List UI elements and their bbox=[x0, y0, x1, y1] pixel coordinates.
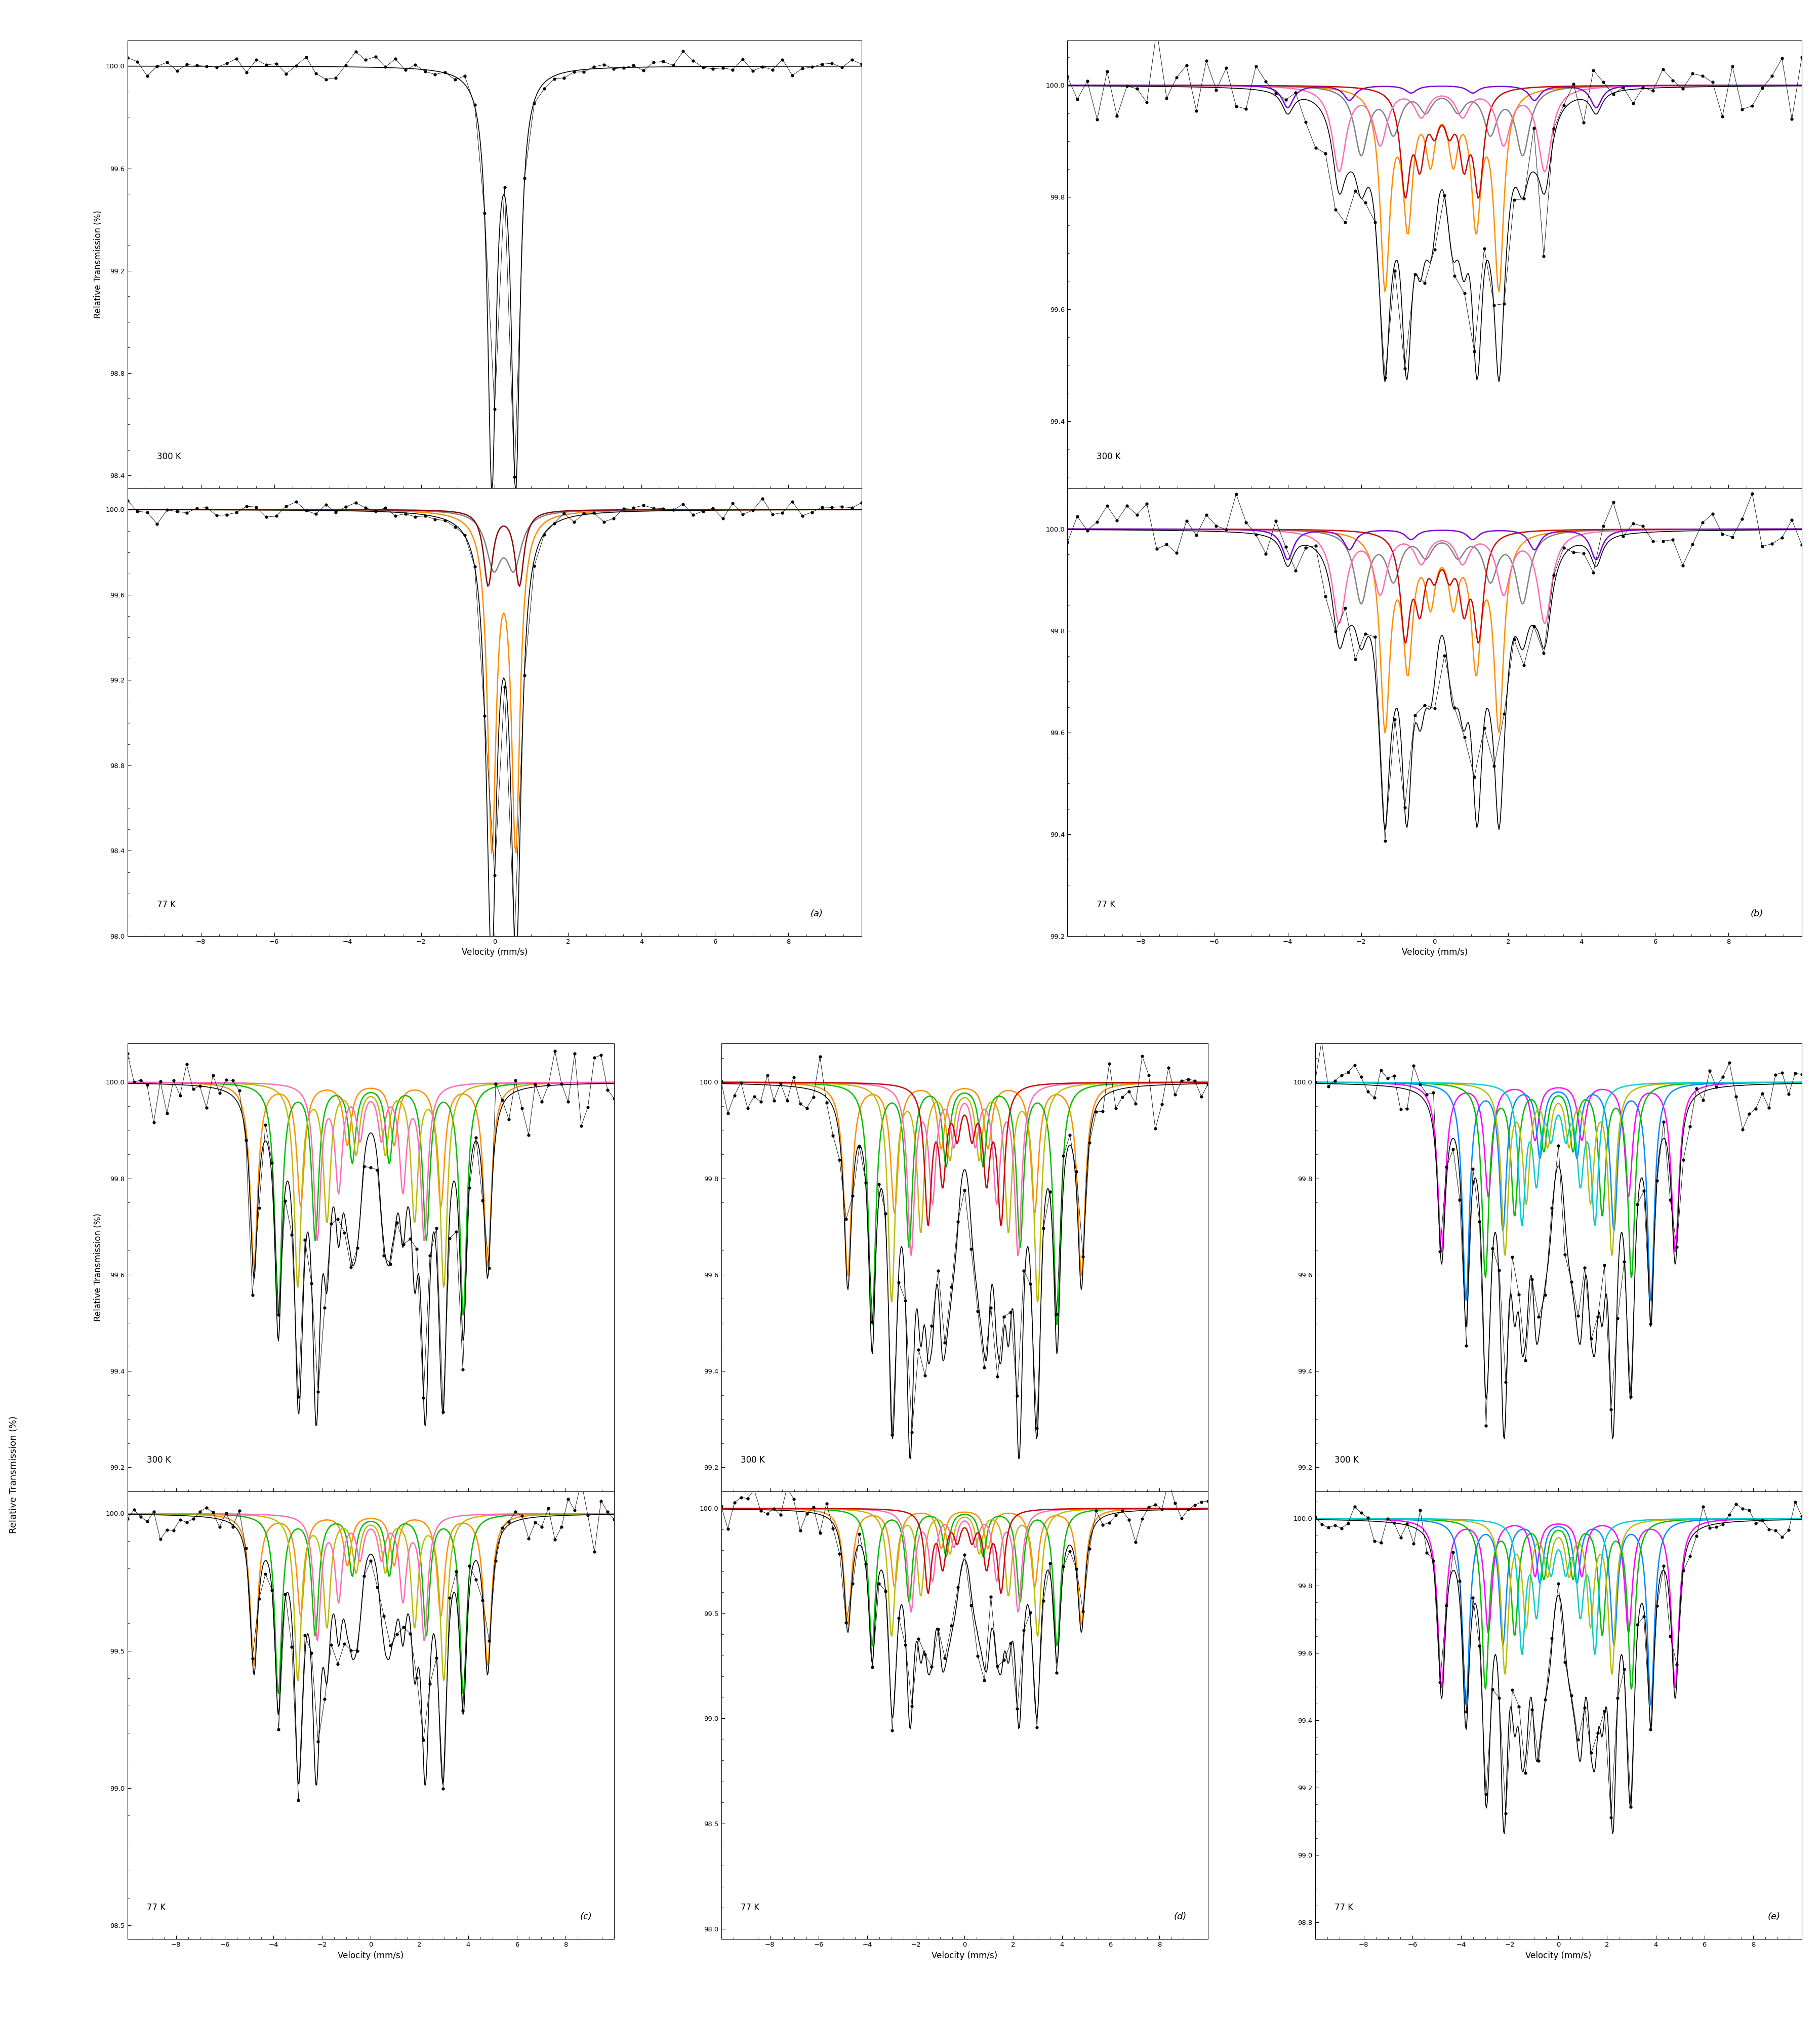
X-axis label: Velocity (mm/s): Velocity (mm/s) bbox=[339, 1951, 404, 1959]
Text: 300 K: 300 K bbox=[741, 1454, 764, 1464]
X-axis label: Velocity (mm/s): Velocity (mm/s) bbox=[462, 947, 528, 957]
Text: Relative Transmission (%): Relative Transmission (%) bbox=[9, 1416, 18, 1533]
X-axis label: Velocity (mm/s): Velocity (mm/s) bbox=[1401, 947, 1467, 957]
Text: 77 K: 77 K bbox=[147, 1903, 166, 1913]
Text: (d): (d) bbox=[1174, 1913, 1187, 1921]
Text: (c): (c) bbox=[581, 1913, 592, 1921]
Text: (b): (b) bbox=[1751, 909, 1764, 919]
Text: 300 K: 300 K bbox=[157, 452, 180, 461]
Text: 300 K: 300 K bbox=[1334, 1454, 1360, 1464]
X-axis label: Velocity (mm/s): Velocity (mm/s) bbox=[1525, 1951, 1591, 1959]
Text: 77 K: 77 K bbox=[741, 1903, 759, 1913]
Text: 300 K: 300 K bbox=[147, 1454, 171, 1464]
Text: (e): (e) bbox=[1767, 1913, 1780, 1921]
Text: (a): (a) bbox=[810, 909, 823, 919]
Text: 77 K: 77 K bbox=[1097, 901, 1116, 909]
Text: 300 K: 300 K bbox=[1097, 452, 1121, 461]
Text: 77 K: 77 K bbox=[157, 901, 175, 909]
Text: 77 K: 77 K bbox=[1334, 1903, 1354, 1913]
Y-axis label: Relative Transmission (%): Relative Transmission (%) bbox=[95, 1214, 104, 1321]
X-axis label: Velocity (mm/s): Velocity (mm/s) bbox=[932, 1951, 997, 1959]
Y-axis label: Relative Transmission (%): Relative Transmission (%) bbox=[95, 210, 104, 319]
